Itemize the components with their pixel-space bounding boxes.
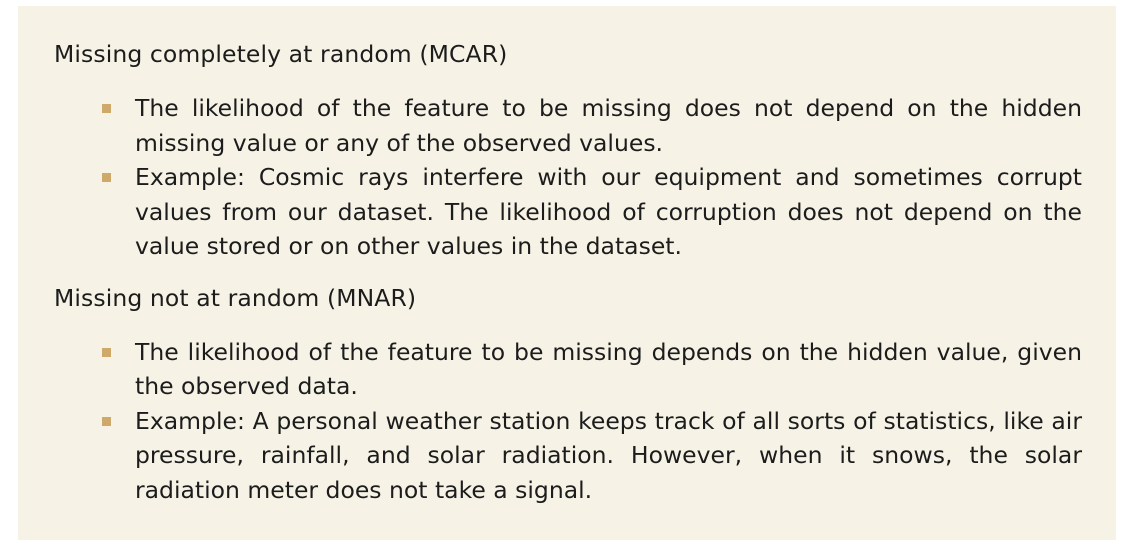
definition-panel: Missing completely at random (MCAR) The … — [18, 6, 1116, 540]
list-item: The likelihood of the feature to be miss… — [54, 91, 1082, 160]
square-bullet-icon — [102, 173, 111, 182]
square-bullet-icon — [102, 104, 111, 113]
list-item: Example: Cosmic rays interfere with our … — [54, 160, 1082, 264]
bullet-text: The likelihood of the feature to be miss… — [135, 337, 1082, 401]
list-item: The likelihood of the feature to be miss… — [54, 335, 1082, 404]
bullet-list: The likelihood of the feature to be miss… — [54, 335, 1116, 508]
square-bullet-icon — [102, 416, 111, 426]
bullet-text: The likelihood of the feature to be miss… — [135, 94, 1082, 157]
square-bullet-icon — [102, 347, 111, 357]
section-heading: Missing completely at random (MCAR) — [54, 40, 508, 68]
section-mnar: Missing not at random (MNAR) The likelih… — [54, 283, 1116, 508]
list-item: Example: A personal weather station keep… — [54, 404, 1082, 508]
bullet-text: Example: Cosmic rays interfere with our … — [135, 163, 1082, 260]
bullet-text: Example: A personal weather station keep… — [135, 406, 1082, 504]
section-mcar: Missing completely at random (MCAR) The … — [54, 39, 1116, 264]
section-heading: Missing not at random (MNAR) — [54, 283, 417, 312]
bullet-list: The likelihood of the feature to be miss… — [54, 91, 1116, 264]
